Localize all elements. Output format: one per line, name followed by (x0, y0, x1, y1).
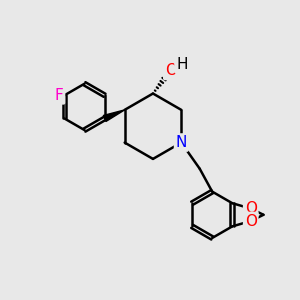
Text: O: O (245, 214, 257, 229)
Polygon shape (103, 110, 125, 122)
Text: F: F (55, 88, 64, 103)
Text: H: H (176, 57, 188, 72)
Text: N: N (176, 135, 187, 150)
Text: O: O (165, 63, 177, 78)
Text: O: O (245, 201, 257, 216)
